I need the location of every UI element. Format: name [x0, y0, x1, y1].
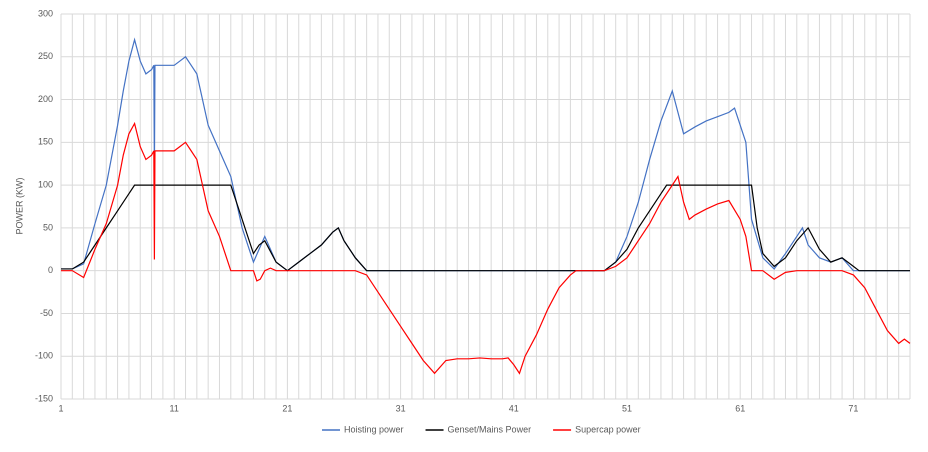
x-tick-label: 51 [622, 403, 632, 413]
y-tick-label: 50 [43, 222, 53, 232]
x-tick-label: 1 [58, 403, 63, 413]
y-tick-label: 300 [38, 8, 53, 18]
y-tick-label: 150 [38, 137, 53, 147]
y-tick-label: 250 [38, 51, 53, 61]
x-tick-label: 11 [170, 403, 179, 413]
y-axis-label: POWER (KW) [14, 178, 24, 235]
y-tick-label: 0 [48, 265, 53, 275]
x-tick-label: 31 [396, 403, 406, 413]
y-tick-label: 100 [38, 179, 53, 189]
x-tick-label: 71 [848, 403, 858, 413]
series-line [61, 184, 910, 272]
x-tick-label: 21 [282, 403, 292, 413]
series-line [61, 37, 910, 272]
series-line [61, 121, 911, 375]
legend-label: Genset/Mains Power [448, 424, 532, 434]
y-tick-label: -50 [40, 308, 53, 318]
y-tick-label: -150 [35, 393, 53, 403]
legend-label: Hoisting power [344, 424, 404, 434]
legend-label: Supercap power [575, 424, 641, 434]
y-tick-label: 200 [38, 94, 53, 104]
x-tick-label: 41 [509, 403, 519, 413]
x-tick-label: 61 [735, 403, 745, 413]
y-tick-label: -100 [35, 351, 53, 361]
